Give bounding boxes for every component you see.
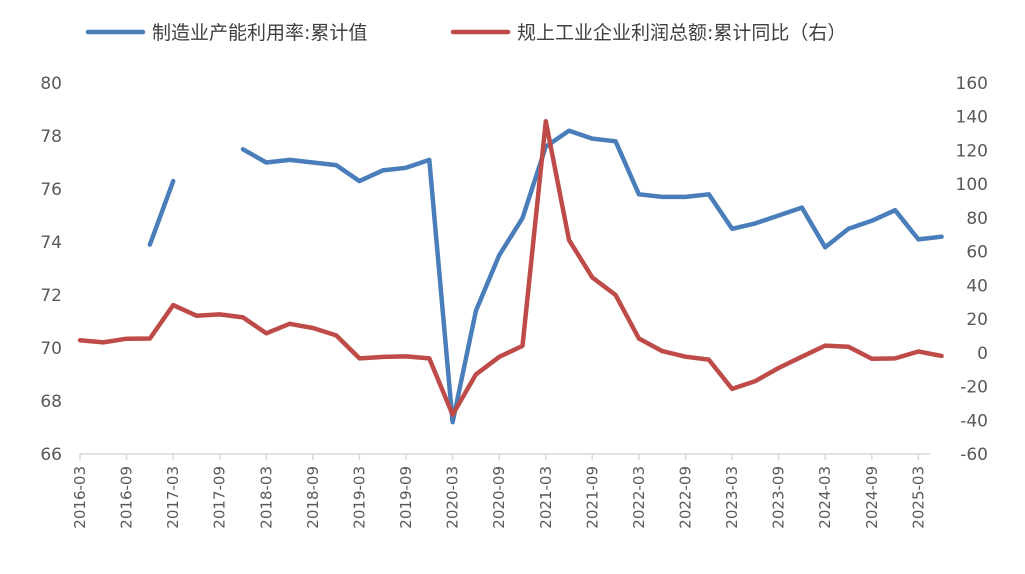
- x-tick-label: 2022-09: [676, 466, 694, 529]
- legend-label: 制造业产能利用率:累计值: [152, 22, 367, 44]
- series-2: [77, 119, 944, 417]
- y-left-tick-label: 76: [40, 180, 62, 200]
- y-left-tick-label: 68: [40, 392, 62, 412]
- x-tick-label: 2020-09: [490, 466, 508, 529]
- x-tick-label: 2022-03: [630, 466, 648, 529]
- x-tick-label: 2016-03: [71, 466, 89, 529]
- y-right-tick-label: 60: [966, 243, 988, 263]
- x-tick-label: 2024-03: [816, 466, 834, 529]
- x-tick-label: 2020-03: [444, 466, 462, 529]
- y-right-tick-label: 120: [956, 141, 988, 161]
- x-tick-label: 2021-03: [537, 466, 555, 529]
- series-1: [147, 128, 944, 425]
- y-right-tick-label: 160: [956, 74, 988, 94]
- y-right-tick-label: 100: [956, 175, 988, 195]
- x-tick-label: 2018-03: [257, 466, 275, 529]
- x-tick-label: 2023-09: [770, 466, 788, 529]
- y-right-tick-label: 20: [966, 310, 988, 330]
- y-left-tick-label: 70: [40, 339, 62, 359]
- x-tick-label: 2023-03: [723, 466, 741, 529]
- legend: 制造业产能利用率:累计值 规上工业企业利润总额:累计同比（右）: [85, 22, 846, 44]
- y-left-tick-label: 80: [40, 74, 62, 94]
- y-right-tick-label: 40: [966, 276, 988, 296]
- axes: 2016-03 2016-09 2017-03 2017-09 2018-03 2018-…: [40, 74, 988, 529]
- legend-item-1: 制造业产能利用率:累计值: [85, 22, 367, 44]
- x-tick-label: 2019-09: [397, 466, 415, 529]
- x-tick-label: 2021-09: [583, 466, 601, 529]
- x-tick-label: 2024-09: [863, 466, 881, 529]
- x-tick-label: 2019-03: [350, 466, 368, 529]
- series-line-segment: [240, 128, 944, 425]
- y-left-tick-label: 74: [40, 233, 62, 253]
- series-line-segment: [77, 119, 944, 417]
- x-tick-label: 2025-03: [909, 466, 927, 529]
- series-layer: [77, 119, 944, 425]
- y-right-tick-label: -60: [960, 445, 988, 465]
- series-line-segment: [147, 178, 176, 247]
- y-right-tick-label: 0: [977, 344, 988, 364]
- legend-label: 规上工业企业利润总额:累计同比（右）: [517, 22, 846, 44]
- legend-item-2: 规上工业企业利润总额:累计同比（右）: [450, 22, 846, 44]
- x-tick-label: 2018-09: [304, 466, 322, 529]
- y-left-tick-label: 78: [40, 127, 62, 147]
- y-left-tick-label: 72: [40, 286, 62, 306]
- y-right-tick-label: 140: [956, 108, 988, 128]
- y-right-tick-label: -40: [960, 411, 988, 431]
- y-right-tick-label: 80: [966, 209, 988, 229]
- x-tick-label: 2016-09: [118, 466, 136, 529]
- x-tick-label: 2017-03: [164, 466, 182, 529]
- y-left-tick-label: 66: [40, 445, 62, 465]
- y-right-tick-label: -20: [960, 378, 988, 398]
- x-tick-label: 2017-09: [211, 466, 229, 529]
